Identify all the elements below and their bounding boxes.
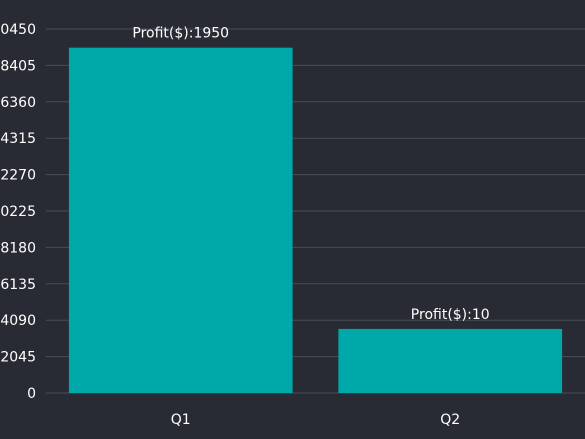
data-labels: Profit($):1950 Profit($):10 [132, 26, 489, 323]
y-tick-label: 16360 [0, 95, 36, 111]
y-tick-label: 2045 [0, 350, 36, 366]
bars [68, 47, 563, 394]
bar-q1 [68, 47, 293, 394]
x-axis: Q1 Q2 [171, 412, 460, 428]
y-tick-label: 4090 [0, 313, 36, 329]
bar-q2 [338, 328, 563, 393]
y-tick-label: 12270 [0, 168, 36, 184]
x-tick-label: Q2 [440, 412, 460, 428]
y-tick-label: 14315 [0, 131, 36, 147]
y-tick-label: 20450 [0, 22, 36, 38]
x-tick-label: Q1 [171, 412, 191, 428]
data-label: Profit($):1950 [132, 26, 229, 42]
y-tick-label: 6135 [0, 277, 36, 293]
y-axis: 0 2045 4090 6135 8180 10225 12270 14315 16360 184… [0, 22, 36, 402]
y-tick-label: 10225 [0, 204, 36, 220]
data-label: Profit($):10 [411, 307, 490, 323]
y-tick-label: 0 [27, 386, 36, 402]
y-tick-label: 8180 [0, 240, 36, 256]
y-tick-label: 18405 [0, 58, 36, 74]
